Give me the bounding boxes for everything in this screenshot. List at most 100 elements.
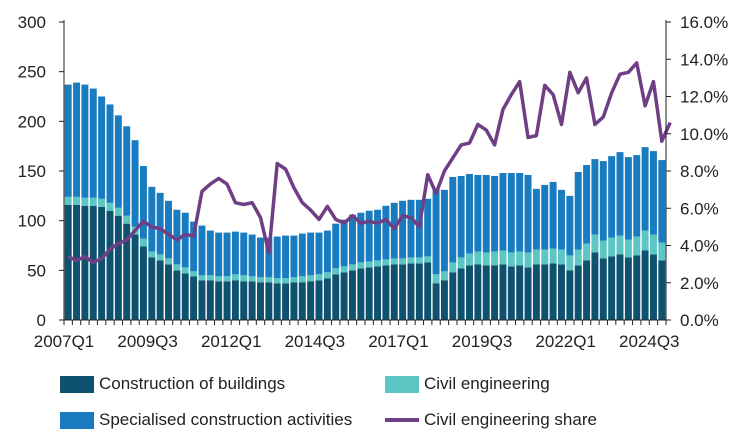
- left-tick-label-0: 0: [37, 311, 46, 330]
- bar-civil-engineering-2020Q4: [524, 252, 532, 268]
- bar-specialised-construction-activities-2011Q3: [215, 232, 223, 277]
- bar-specialised-construction-activities-2022Q3: [583, 165, 591, 244]
- bar-civil-engineering-2010Q4: [190, 271, 198, 277]
- legend-item-construction-of-buildings: Construction of buildings: [60, 374, 285, 394]
- bar-construction-of-buildings-2012Q3: [248, 281, 256, 320]
- bar-construction-of-buildings-2019Q3: [482, 265, 490, 320]
- right-tick-label-16.0%: 16.0%: [680, 13, 728, 32]
- bar-construction-of-buildings-2009Q3: [148, 257, 156, 320]
- bar-specialised-construction-activities-2012Q1: [231, 231, 239, 275]
- bar-specialised-construction-activities-2021Q2: [541, 184, 549, 250]
- bar-civil-engineering-2024Q2: [641, 230, 649, 251]
- bar-specialised-construction-activities-2012Q2: [240, 232, 248, 276]
- bar-civil-engineering-2015Q3: [348, 264, 356, 271]
- bar-specialised-construction-activities-2014Q2: [307, 232, 315, 276]
- bar-civil-engineering-2022Q1: [566, 255, 574, 271]
- bar-civil-engineering-2013Q4: [290, 277, 298, 283]
- bar-construction-of-buildings-2015Q2: [340, 272, 348, 320]
- bar-construction-of-buildings-2015Q1: [332, 274, 340, 320]
- bar-civil-engineering-2012Q3: [248, 276, 256, 282]
- bar-specialised-construction-activities-2017Q1: [399, 200, 407, 259]
- right-tick-label-0.0%: 0.0%: [680, 311, 719, 330]
- bar-specialised-construction-activities-2009Q2: [139, 166, 147, 239]
- bar-civil-engineering-2018Q3: [449, 262, 457, 273]
- bar-specialised-construction-activities-2021Q3: [549, 181, 557, 249]
- bar-construction-of-buildings-2007Q3: [81, 205, 89, 320]
- bar-construction-of-buildings-2024Q2: [641, 250, 649, 320]
- left-tick-label-50: 50: [27, 261, 46, 280]
- bar-specialised-construction-activities-2010Q3: [181, 212, 189, 268]
- bar-specialised-construction-activities-2017Q4: [424, 198, 432, 257]
- bar-civil-engineering-2011Q2: [206, 275, 214, 281]
- bar-construction-of-buildings-2023Q1: [599, 258, 607, 320]
- bar-construction-of-buildings-2013Q1: [265, 282, 273, 320]
- bar-specialised-construction-activities-2012Q4: [257, 237, 264, 278]
- bar-specialised-construction-activities-2009Q4: [156, 192, 164, 255]
- bar-construction-of-buildings-2021Q3: [549, 263, 557, 320]
- bar-civil-engineering-2010Q1: [165, 258, 172, 265]
- right-tick-label-10.0%: 10.0%: [680, 125, 728, 144]
- bar-construction-of-buildings-2022Q3: [583, 260, 591, 320]
- bar-civil-engineering-2013Q1: [265, 277, 273, 283]
- bar-construction-of-buildings-2021Q2: [541, 264, 549, 320]
- bar-civil-engineering-2011Q1: [198, 275, 206, 281]
- bar-specialised-construction-activities-2015Q1: [332, 223, 340, 269]
- bar-construction-of-buildings-2017Q4: [424, 262, 432, 320]
- right-tick-label-8.0%: 8.0%: [680, 162, 719, 181]
- bar-construction-of-buildings-2016Q4: [390, 264, 398, 320]
- bar-civil-engineering-2015Q4: [357, 262, 365, 269]
- legend-label-civil-engineering: Civil engineering: [424, 374, 550, 393]
- bar-civil-engineering-2009Q2: [139, 238, 147, 247]
- bar-civil-engineering-2016Q2: [374, 260, 382, 267]
- bar-specialised-construction-activities-2012Q3: [248, 234, 256, 277]
- bar-specialised-construction-activities-2017Q2: [407, 199, 415, 258]
- bar-specialised-construction-activities-2022Q1: [566, 195, 574, 256]
- x-tick-label-2022Q1: 2022Q1: [535, 332, 596, 351]
- bar-construction-of-buildings-2013Q4: [290, 282, 298, 320]
- legend-swatch-civil-engineering: [385, 375, 419, 393]
- bar-specialised-construction-activities-2013Q3: [282, 235, 290, 279]
- bar-specialised-construction-activities-2016Q1: [365, 210, 373, 262]
- bar-construction-of-buildings-2020Q1: [499, 264, 507, 320]
- bar-construction-of-buildings-2011Q4: [223, 281, 231, 320]
- bar-civil-engineering-2017Q2: [407, 257, 415, 264]
- bar-civil-engineering-2011Q3: [215, 276, 223, 282]
- bar-civil-engineering-2024Q4: [658, 242, 666, 261]
- bar-specialised-construction-activities-2018Q4: [457, 175, 465, 258]
- bar-civil-engineering-2023Q3: [616, 235, 624, 255]
- bar-specialised-construction-activities-2009Q1: [131, 140, 139, 227]
- bar-civil-engineering-2018Q1: [432, 274, 440, 284]
- legend-swatch-specialised-construction-activities: [60, 411, 94, 429]
- bar-specialised-construction-activities-2007Q4: [89, 88, 97, 198]
- bar-civil-engineering-2010Q2: [173, 264, 181, 271]
- bar-construction-of-buildings-2024Q4: [658, 260, 666, 320]
- bar-construction-of-buildings-2023Q2: [608, 256, 616, 320]
- bar-civil-engineering-2018Q4: [457, 257, 465, 269]
- bar-construction-of-buildings-2016Q1: [365, 267, 373, 320]
- bar-specialised-construction-activities-2011Q1: [198, 225, 206, 276]
- bar-construction-of-buildings-2010Q4: [190, 276, 198, 320]
- bar-construction-of-buildings-2020Q2: [507, 266, 515, 320]
- bar-civil-engineering-2019Q4: [491, 251, 499, 266]
- left-tick-label-200: 200: [18, 112, 46, 131]
- bar-specialised-construction-activities-2024Q3: [649, 151, 657, 235]
- bar-specialised-construction-activities-2018Q2: [440, 189, 448, 272]
- bar-construction-of-buildings-2010Q1: [165, 264, 172, 320]
- bar-construction-of-buildings-2008Q4: [123, 223, 131, 320]
- bar-specialised-construction-activities-2010Q1: [165, 200, 172, 259]
- bar-civil-engineering-2007Q3: [81, 197, 89, 206]
- bar-construction-of-buildings-2023Q4: [624, 257, 632, 320]
- bar-construction-of-buildings-2011Q2: [206, 280, 214, 320]
- bar-construction-of-buildings-2019Q4: [491, 265, 499, 320]
- bar-civil-engineering-2014Q1: [298, 276, 306, 283]
- bar-construction-of-buildings-2017Q1: [399, 264, 407, 320]
- bar-specialised-construction-activities-2021Q4: [558, 189, 565, 250]
- bar-civil-engineering-2013Q2: [273, 278, 281, 284]
- bar-civil-engineering-2021Q2: [541, 249, 549, 265]
- bar-specialised-construction-activities-2020Q3: [516, 172, 524, 252]
- bar-construction-of-buildings-2011Q1: [198, 280, 206, 320]
- bar-civil-engineering-2020Q1: [499, 250, 507, 265]
- bar-construction-of-buildings-2019Q2: [474, 264, 482, 320]
- bar-civil-engineering-2007Q1: [64, 196, 72, 205]
- x-tick-label-2019Q3: 2019Q3: [452, 332, 513, 351]
